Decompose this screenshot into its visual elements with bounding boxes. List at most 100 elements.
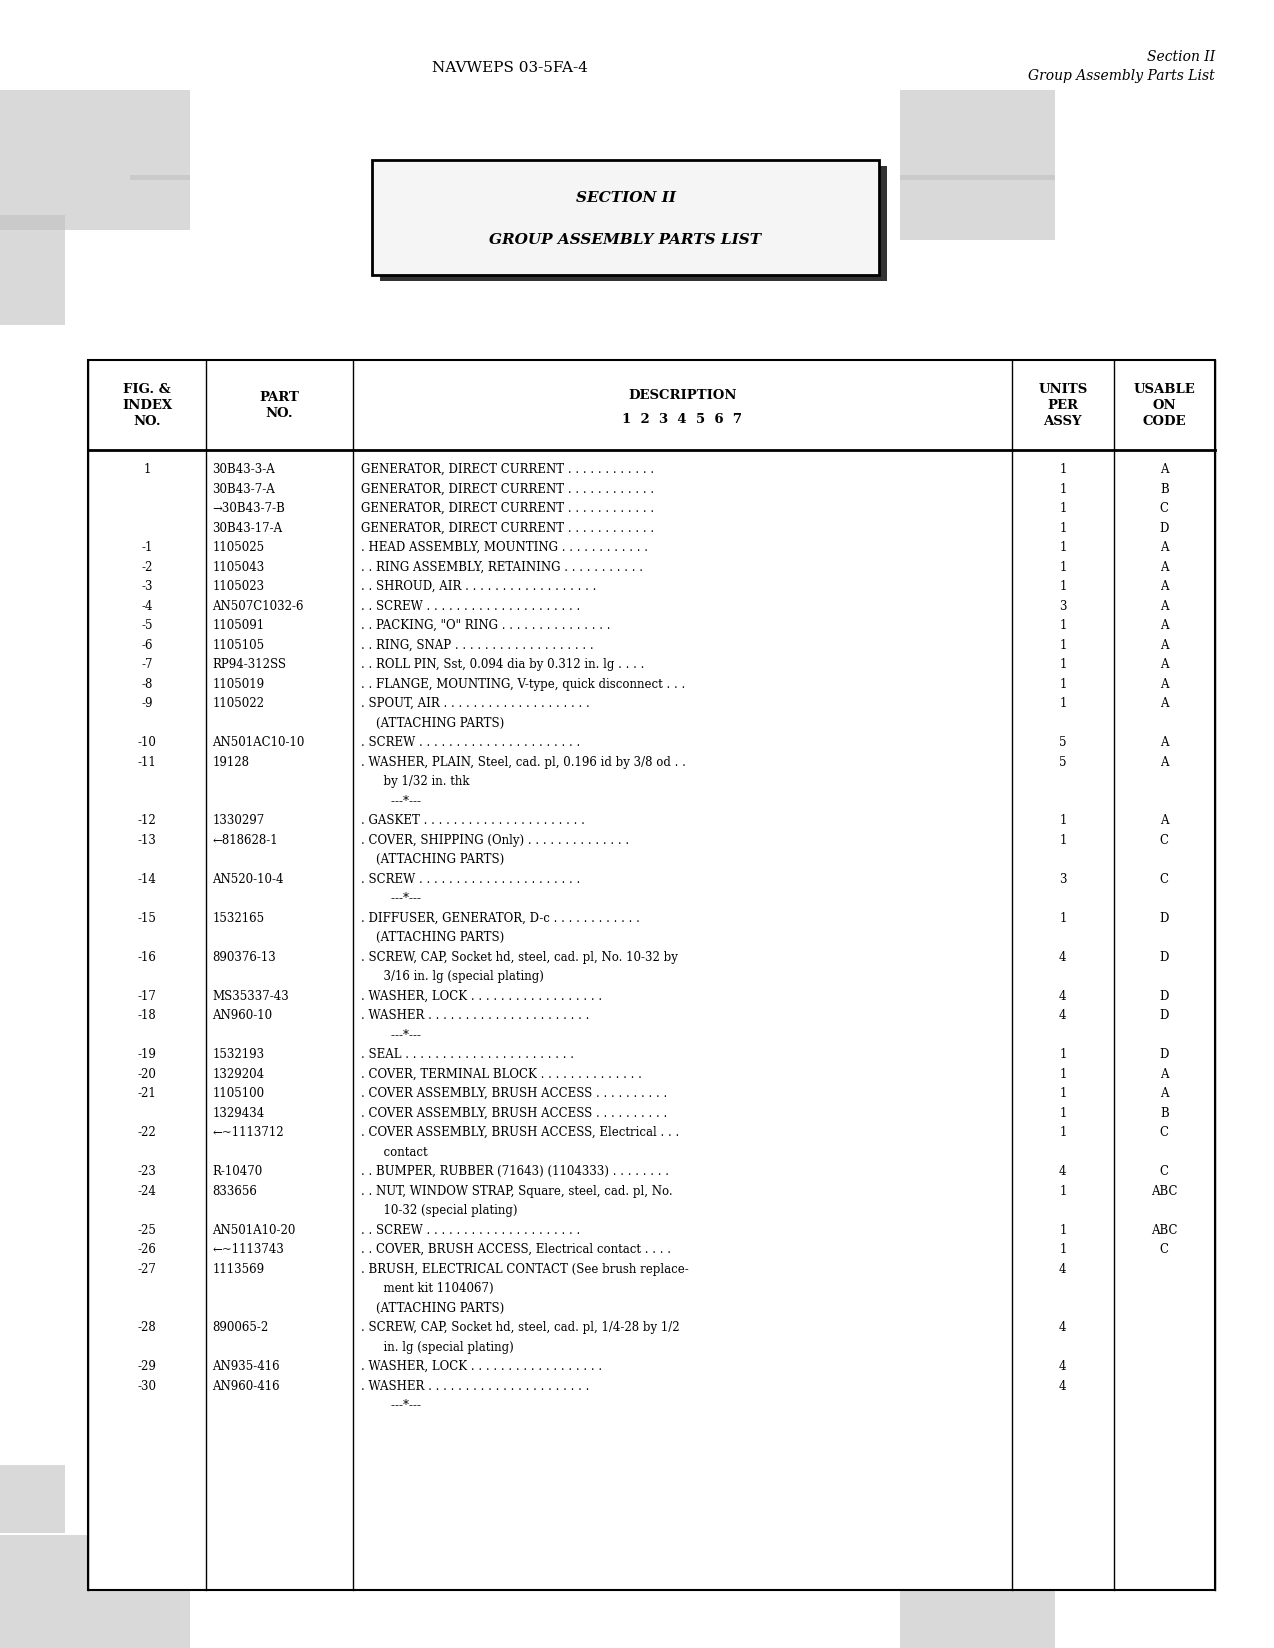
Text: 1329434: 1329434 [213, 1107, 265, 1119]
Text: 1: 1 [1059, 503, 1066, 516]
Text: A: A [1161, 814, 1168, 827]
Text: . WASHER, PLAIN, Steel, cad. pl, 0.196 id by 3/8 od . .: . WASHER, PLAIN, Steel, cad. pl, 0.196 i… [361, 756, 685, 768]
Text: AN507C1032-6: AN507C1032-6 [213, 600, 303, 613]
Text: D: D [1159, 911, 1170, 925]
Text: 1  2  3  4  5  6  7: 1 2 3 4 5 6 7 [623, 412, 743, 425]
Text: ---*---: ---*--- [361, 892, 420, 905]
Text: A: A [1161, 737, 1168, 750]
Text: -25: -25 [138, 1224, 157, 1236]
Text: 1: 1 [1059, 522, 1066, 534]
Text: . SEAL . . . . . . . . . . . . . . . . . . . . . . .: . SEAL . . . . . . . . . . . . . . . . .… [361, 1048, 573, 1061]
Bar [0, 1534, 130, 1648]
Bar [88, 359, 1215, 1590]
Text: GENERATOR, DIRECT CURRENT . . . . . . . . . . . .: GENERATOR, DIRECT CURRENT . . . . . . . … [361, 522, 654, 534]
Text: 4: 4 [1059, 951, 1066, 964]
Text: 3: 3 [1059, 873, 1066, 885]
Text: -26: -26 [138, 1243, 157, 1256]
Text: . . RING ASSEMBLY, RETAINING . . . . . . . . . . .: . . RING ASSEMBLY, RETAINING . . . . . .… [361, 560, 643, 574]
Text: 1: 1 [1059, 463, 1066, 476]
Text: . COVER ASSEMBLY, BRUSH ACCESS . . . . . . . . . .: . COVER ASSEMBLY, BRUSH ACCESS . . . . .… [361, 1088, 668, 1101]
Text: 890376-13: 890376-13 [213, 951, 276, 964]
Text: -3: -3 [141, 580, 153, 593]
Text: . . RING, SNAP . . . . . . . . . . . . . . . . . . .: . . RING, SNAP . . . . . . . . . . . . .… [361, 639, 594, 651]
Text: (ATTACHING PARTS): (ATTACHING PARTS) [361, 931, 505, 944]
Text: . COVER ASSEMBLY, BRUSH ACCESS . . . . . . . . . .: . COVER ASSEMBLY, BRUSH ACCESS . . . . .… [361, 1107, 668, 1119]
Text: . SCREW . . . . . . . . . . . . . . . . . . . . . .: . SCREW . . . . . . . . . . . . . . . . … [361, 737, 580, 750]
Text: -8: -8 [141, 677, 153, 691]
Text: A: A [1161, 463, 1168, 476]
Text: -9: -9 [141, 697, 153, 710]
Text: -21: -21 [138, 1088, 157, 1101]
Text: 1: 1 [1059, 658, 1066, 671]
Text: ←~1113743: ←~1113743 [213, 1243, 284, 1256]
Bar [130, 91, 190, 180]
Text: ASSY: ASSY [1043, 415, 1082, 427]
Text: Section II: Section II [1147, 49, 1215, 64]
Text: -6: -6 [141, 639, 153, 651]
Text: . . SCREW . . . . . . . . . . . . . . . . . . . . .: . . SCREW . . . . . . . . . . . . . . . … [361, 600, 580, 613]
Text: 1329204: 1329204 [213, 1068, 265, 1081]
Text: 1105100: 1105100 [213, 1088, 265, 1101]
Text: 1: 1 [1059, 911, 1066, 925]
Text: 30B43-17-A: 30B43-17-A [213, 522, 283, 534]
Text: 1: 1 [1059, 1107, 1066, 1119]
Text: 5: 5 [1059, 737, 1066, 750]
Text: -29: -29 [138, 1360, 157, 1373]
Text: 30B43-7-A: 30B43-7-A [213, 483, 275, 496]
Text: 1105022: 1105022 [213, 697, 264, 710]
Text: A: A [1161, 697, 1168, 710]
Bar [899, 1534, 1055, 1648]
Text: D: D [1159, 1048, 1170, 1061]
Bar [0, 1465, 65, 1533]
Text: 1105023: 1105023 [213, 580, 265, 593]
Text: -19: -19 [138, 1048, 157, 1061]
Text: A: A [1161, 1088, 1168, 1101]
Text: -2: -2 [141, 560, 153, 574]
Text: ---*---: ---*--- [361, 1028, 420, 1042]
Text: . WASHER, LOCK . . . . . . . . . . . . . . . . . .: . WASHER, LOCK . . . . . . . . . . . . .… [361, 990, 603, 1002]
Text: A: A [1161, 600, 1168, 613]
Text: 4: 4 [1059, 1379, 1066, 1393]
Text: . WASHER, LOCK . . . . . . . . . . . . . . . . . .: . WASHER, LOCK . . . . . . . . . . . . .… [361, 1360, 603, 1373]
Text: 1: 1 [1059, 1048, 1066, 1061]
Text: C: C [1159, 503, 1168, 516]
Text: R-10470: R-10470 [213, 1165, 262, 1178]
Text: contact: contact [361, 1145, 428, 1159]
Text: 1: 1 [1059, 1185, 1066, 1198]
Text: 1532193: 1532193 [213, 1048, 265, 1061]
Text: . . ROLL PIN, Sst, 0.094 dia by 0.312 in. lg . . . .: . . ROLL PIN, Sst, 0.094 dia by 0.312 in… [361, 658, 645, 671]
Text: 1113569: 1113569 [213, 1262, 265, 1276]
Text: . . FLANGE, MOUNTING, V-type, quick disconnect . . .: . . FLANGE, MOUNTING, V-type, quick disc… [361, 677, 685, 691]
Text: (ATTACHING PARTS): (ATTACHING PARTS) [361, 1302, 505, 1315]
Text: NO.: NO. [134, 415, 161, 427]
Text: SECTION II: SECTION II [576, 191, 675, 204]
Text: A: A [1161, 560, 1168, 574]
Text: A: A [1161, 580, 1168, 593]
Text: AN960-416: AN960-416 [213, 1379, 280, 1393]
Text: -4: -4 [141, 600, 153, 613]
Text: D: D [1159, 522, 1170, 534]
Text: B: B [1159, 1107, 1168, 1119]
Text: C: C [1159, 1243, 1168, 1256]
Text: 1: 1 [1059, 697, 1066, 710]
Text: 4: 4 [1059, 1262, 1066, 1276]
Text: . WASHER . . . . . . . . . . . . . . . . . . . . . .: . WASHER . . . . . . . . . . . . . . . .… [361, 1379, 589, 1393]
Text: 890065-2: 890065-2 [213, 1322, 269, 1335]
Bar [380, 166, 887, 282]
Text: . . BUMPER, RUBBER (71643) (1104333) . . . . . . . .: . . BUMPER, RUBBER (71643) (1104333) . .… [361, 1165, 669, 1178]
Text: A: A [1161, 677, 1168, 691]
Text: 10-32 (special plating): 10-32 (special plating) [361, 1205, 517, 1218]
Text: -27: -27 [138, 1262, 157, 1276]
Text: C: C [1159, 1126, 1168, 1139]
Text: A: A [1161, 541, 1168, 554]
Text: FIG. &: FIG. & [124, 382, 171, 396]
Text: NO.: NO. [266, 407, 293, 420]
Text: -15: -15 [138, 911, 157, 925]
Text: NAVWEPS 03-5FA-4: NAVWEPS 03-5FA-4 [432, 61, 587, 76]
Text: C: C [1159, 1165, 1168, 1178]
Text: -13: -13 [138, 834, 157, 847]
Text: -20: -20 [138, 1068, 157, 1081]
Text: -14: -14 [138, 873, 157, 885]
Text: . . SCREW . . . . . . . . . . . . . . . . . . . . .: . . SCREW . . . . . . . . . . . . . . . … [361, 1224, 580, 1236]
Text: . . COVER, BRUSH ACCESS, Electrical contact . . . .: . . COVER, BRUSH ACCESS, Electrical cont… [361, 1243, 671, 1256]
